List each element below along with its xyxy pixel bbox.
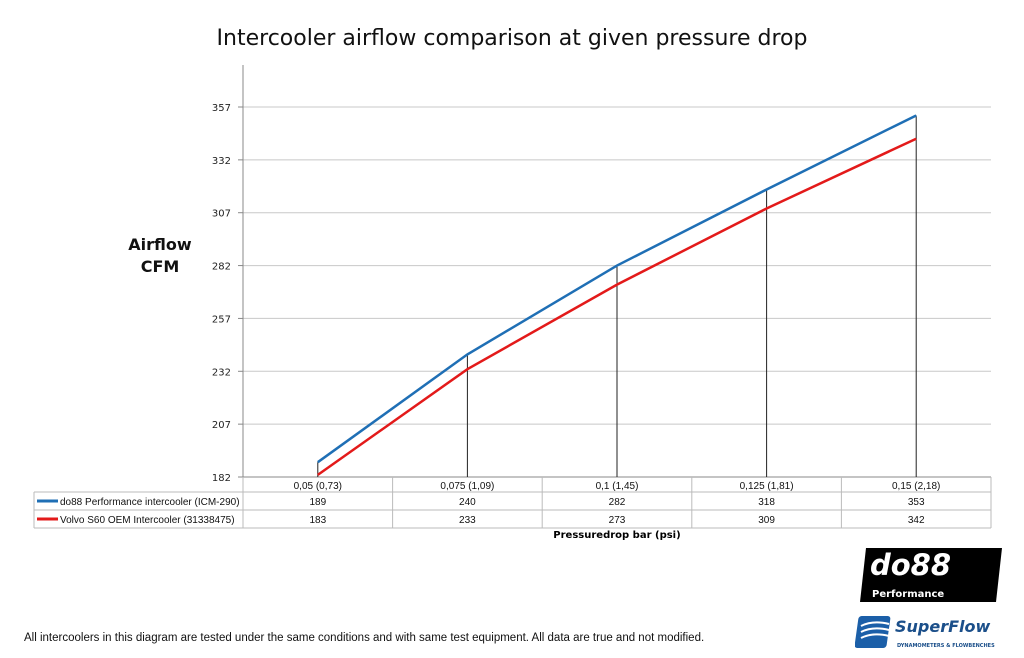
do88-logo-sub: Performance [872, 589, 944, 600]
footnote: All intercoolers in this diagram are tes… [24, 632, 705, 644]
chart-title: Intercooler airflow comparison at given … [216, 26, 808, 51]
table-value: 273 [609, 515, 626, 526]
x-tick-label: 0,1 (1,45) [596, 481, 639, 492]
y-tick-label: 207 [212, 420, 231, 431]
y-tick-label: 232 [212, 367, 231, 378]
do88-logo: do88 Performance [860, 548, 1002, 602]
chart: 182 207 232 257 282 307 332 357 0,05 (0,73) 0,075… [33, 65, 992, 529]
x-tick-label: 0,15 (2,18) [892, 481, 940, 492]
y-tick-label: 182 [212, 473, 231, 484]
y-tick-label: 257 [212, 314, 231, 325]
x-tick-label: 0,05 (0,73) [294, 481, 342, 492]
superflow-logo-main: SuperFlow [895, 617, 991, 636]
table-value: 342 [908, 515, 925, 526]
y-tick-label: 307 [212, 209, 231, 220]
table-value: 353 [908, 497, 925, 508]
table-value: 240 [459, 497, 476, 508]
y-label-line: Airflow [128, 235, 192, 254]
legend-label: Volvo S60 OEM Intercooler (31338475) [60, 515, 235, 526]
superflow-logo-sub: DYNAMOMETERS & FLOWBENCHES [897, 643, 995, 649]
table-value: 183 [309, 515, 326, 526]
table-value: 233 [459, 515, 476, 526]
y-axis-label: Airflow CFM [118, 234, 202, 278]
do88-logo-main: do88 [870, 548, 951, 582]
x-tick-label: 0,075 (1,09) [440, 481, 494, 492]
table-value: 309 [758, 515, 775, 526]
legend-label: do88 Performance intercooler (ICM-290) [60, 497, 240, 508]
x-tick-label: 0,125 (1,81) [740, 481, 794, 492]
y-tick-label: 332 [212, 156, 231, 167]
table-value: 282 [609, 497, 626, 508]
y-tick-label: 357 [212, 103, 231, 114]
y-tick-label: 282 [212, 262, 231, 273]
table-value: 318 [758, 497, 775, 508]
x-axis-label: Pressuredrop bar (psi) [553, 530, 681, 541]
superflow-logo: SuperFlow DYNAMOMETERS & FLOWBENCHES [855, 616, 995, 649]
table-value: 189 [309, 497, 326, 508]
y-label-line: CFM [140, 257, 180, 276]
